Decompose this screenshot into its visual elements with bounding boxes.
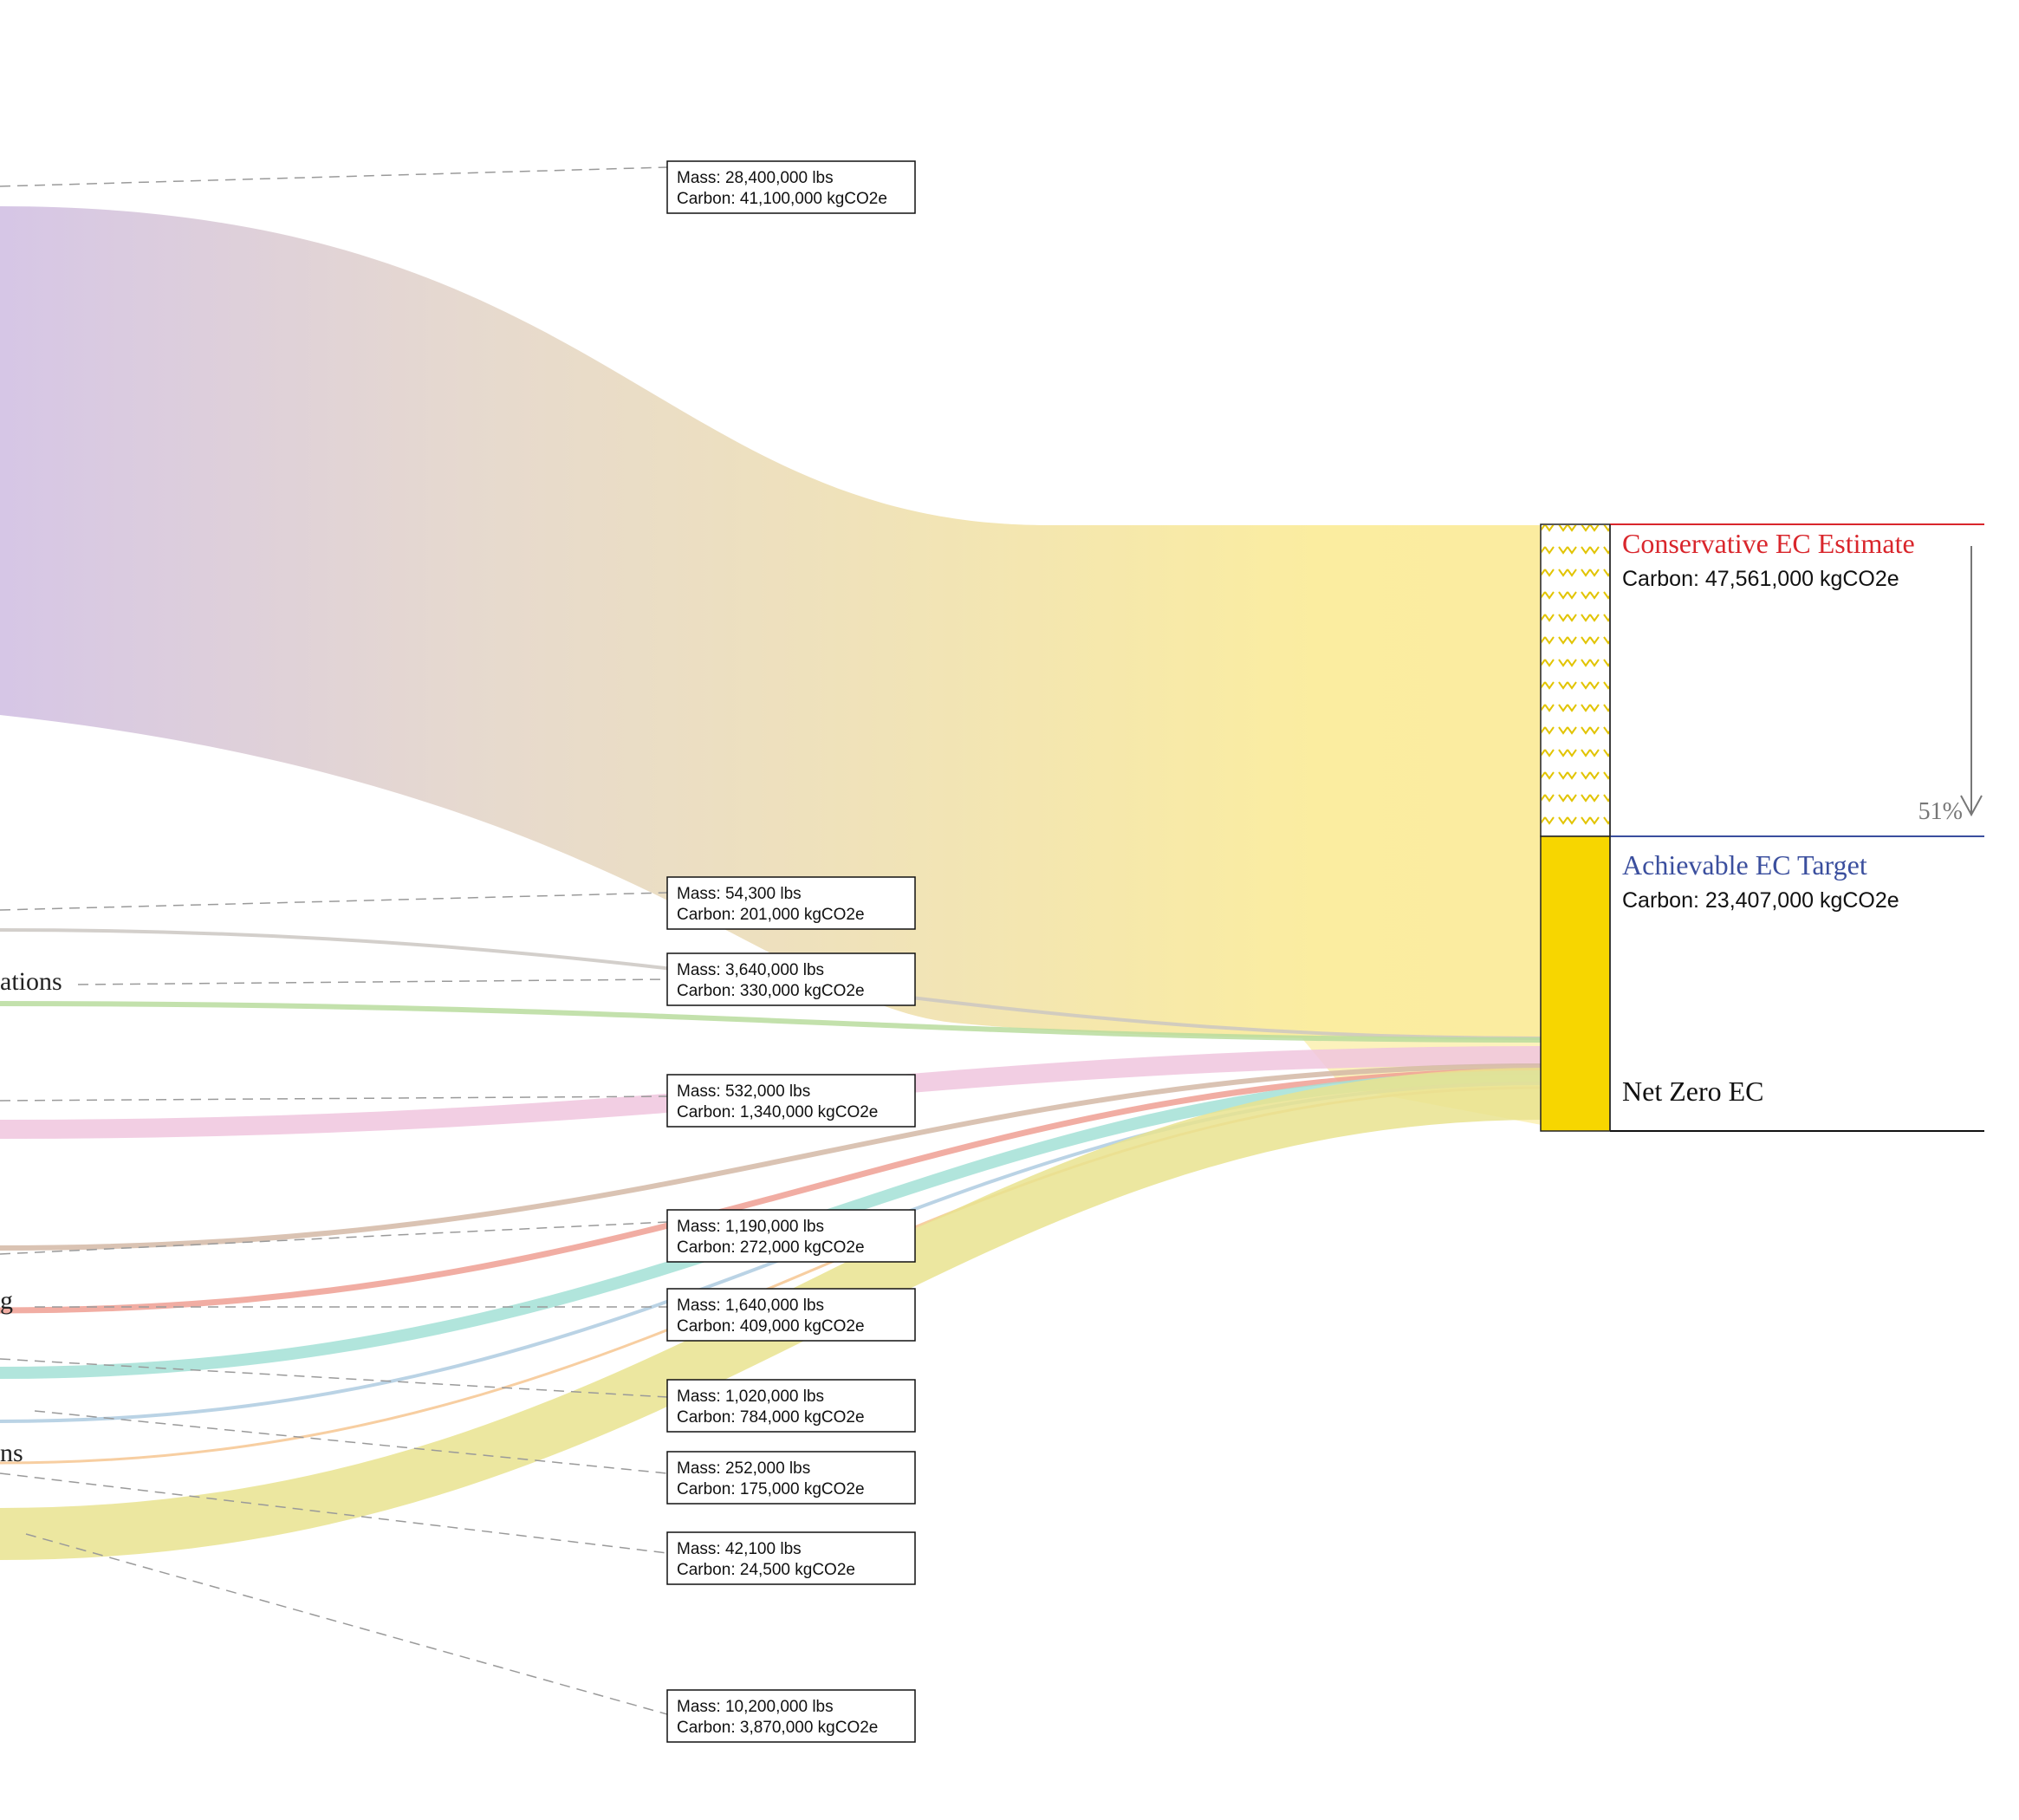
cut-label-1: ations (0, 967, 62, 996)
info-box-frame (666, 1288, 916, 1342)
info-box: Mass: 28,400,000 lbs Carbon: 41,100,000 k… (666, 160, 916, 214)
info-box-frame (666, 1209, 916, 1263)
info-box-carbon: Carbon: 272,000 kgCO2e (677, 1238, 865, 1257)
info-box-mass: Mass: 1,640,000 lbs (677, 1297, 824, 1315)
info-box-frame (666, 1689, 916, 1743)
info-box-frame (666, 160, 916, 214)
info-box-mass: Mass: 42,100 lbs (677, 1540, 802, 1558)
info-box: Mass: 1,020,000 lbs Carbon: 784,000 kgCO2… (666, 1379, 916, 1433)
info-boxes: Mass: 28,400,000 lbs Carbon: 41,100,000 k… (666, 160, 916, 1743)
info-box-mass: Mass: 532,000 lbs (677, 1082, 810, 1101)
conservative-carbon: Carbon: 47,561,000 kgCO2e (1622, 567, 1899, 591)
achievable-carbon: Carbon: 23,407,000 kgCO2e (1622, 888, 1899, 913)
flow-main-band (0, 206, 1551, 1040)
cut-label-2: g (0, 1286, 13, 1315)
info-box: Mass: 252,000 lbs Carbon: 175,000 kgCO2e (666, 1451, 916, 1505)
flow-5-band (0, 1063, 1543, 1251)
leader-lines (0, 166, 668, 1715)
reduction-arrowhead (1960, 795, 1983, 817)
flow-6-band (0, 1068, 1543, 1314)
info-box: Mass: 1,190,000 lbs Carbon: 272,000 kgCO2… (666, 1209, 916, 1263)
info-box: Mass: 42,100 lbs Carbon: 24,500 kgCO2e (666, 1531, 916, 1585)
info-box-mass: Mass: 1,190,000 lbs (677, 1218, 824, 1236)
info-box-frame (666, 1451, 916, 1505)
reduction-percent: 51% (1918, 798, 1963, 825)
info-box-carbon: Carbon: 201,000 kgCO2e (677, 906, 865, 924)
info-box-carbon: Carbon: 409,000 kgCO2e (677, 1317, 865, 1336)
info-box-carbon: Carbon: 784,000 kgCO2e (677, 1408, 865, 1427)
info-box-carbon: Carbon: 3,870,000 kgCO2e (677, 1719, 878, 1737)
info-box: Mass: 10,200,000 lbs Carbon: 3,870,000 kg… (666, 1689, 916, 1743)
info-box: Mass: 54,300 lbs Carbon: 201,000 kgCO2e (666, 876, 916, 930)
info-box-mass: Mass: 28,400,000 lbs (677, 169, 834, 187)
info-box: Mass: 3,640,000 lbs Carbon: 330,000 kgCO2… (666, 952, 916, 1006)
achievable-title: Achievable EC Target (1622, 849, 1867, 881)
info-box-mass: Mass: 10,200,000 lbs (677, 1698, 834, 1716)
conservative-hatch (1542, 525, 1609, 835)
info-box-carbon: Carbon: 1,340,000 kgCO2e (677, 1103, 878, 1121)
info-box-carbon: Carbon: 24,500 kgCO2e (677, 1561, 855, 1579)
info-box-mass: Mass: 54,300 lbs (677, 885, 802, 903)
info-box-mass: Mass: 1,020,000 lbs (677, 1388, 824, 1406)
info-box-frame (666, 876, 916, 930)
info-box-mass: Mass: 3,640,000 lbs (677, 961, 824, 979)
flow-3-band (0, 1001, 1543, 1043)
conservative-title: Conservative EC Estimate (1622, 528, 1915, 559)
info-box: Mass: 1,640,000 lbs Carbon: 409,000 kgCO2… (666, 1288, 916, 1342)
achievable-bar (1540, 835, 1611, 1132)
info-box-frame (666, 1379, 916, 1433)
cut-label-3: ns (0, 1439, 23, 1467)
info-box-mass: Mass: 252,000 lbs (677, 1459, 810, 1478)
info-box-frame (666, 952, 916, 1006)
info-box-frame (666, 1531, 916, 1585)
info-box-carbon: Carbon: 175,000 kgCO2e (677, 1480, 865, 1498)
info-box: Mass: 532,000 lbs Carbon: 1,340,000 kgCO2… (666, 1074, 916, 1128)
info-box-carbon: Carbon: 330,000 kgCO2e (677, 982, 865, 1000)
info-box-carbon: Carbon: 41,100,000 kgCO2e (677, 190, 887, 208)
info-box-frame (666, 1074, 916, 1128)
net-zero-title: Net Zero EC (1622, 1076, 1764, 1107)
